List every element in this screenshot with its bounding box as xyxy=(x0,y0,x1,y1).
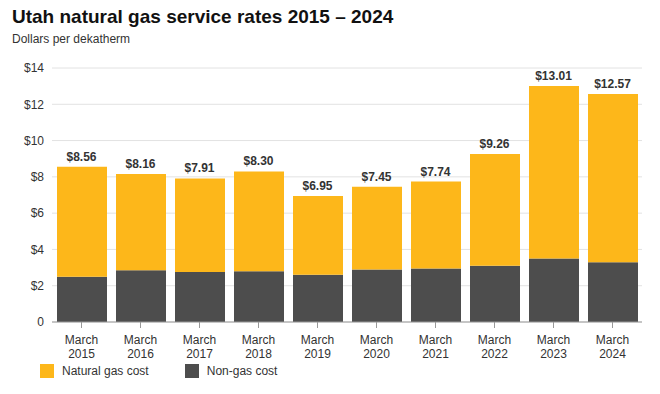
svg-text:$2: $2 xyxy=(31,279,45,293)
svg-text:$7.74: $7.74 xyxy=(420,165,450,179)
svg-text:$6.95: $6.95 xyxy=(302,179,332,193)
svg-text:$7.45: $7.45 xyxy=(361,170,391,184)
svg-text:March2016: March2016 xyxy=(124,333,157,361)
svg-text:$8.16: $8.16 xyxy=(125,157,155,171)
svg-text:$8: $8 xyxy=(31,170,45,184)
svg-text:March2017: March2017 xyxy=(183,333,216,361)
svg-text:$6: $6 xyxy=(31,206,45,220)
html-text:Utah natural gas service rates: Utah natural gas service rates 2015 – 20… xyxy=(12,6,394,27)
svg-text:March2022: March2022 xyxy=(478,333,511,361)
svg-text:$13.01: $13.01 xyxy=(535,69,572,83)
svg-text:March2024: March2024 xyxy=(596,333,629,361)
svg-text:$9.26: $9.26 xyxy=(479,137,509,151)
svg-text:March2019: March2019 xyxy=(301,333,334,361)
svg-text:$8.56: $8.56 xyxy=(66,150,96,164)
svg-text:$7.91: $7.91 xyxy=(184,161,214,175)
svg-text:$4: $4 xyxy=(31,243,45,257)
svg-text:$10: $10 xyxy=(24,134,44,148)
svg-text:March2020: March2020 xyxy=(360,333,393,361)
svg-text:March2021: March2021 xyxy=(419,333,452,361)
svg-text:$14: $14 xyxy=(24,61,44,75)
svg-text:March2023: March2023 xyxy=(537,333,570,361)
svg-text:$12: $12 xyxy=(24,98,44,112)
svg-text:March2018: March2018 xyxy=(242,333,275,361)
svg-text:0: 0 xyxy=(37,315,44,329)
html-text:Non-gas cost: Non-gas cost xyxy=(206,364,278,378)
html-text:Natural gas cost: Natural gas cost xyxy=(62,364,149,378)
html-text:Dollars per dekatherm: Dollars per dekatherm xyxy=(12,32,131,46)
svg-text:$12.57: $12.57 xyxy=(594,77,631,91)
svg-text:March2015: March2015 xyxy=(65,333,98,361)
svg-text:$8.30: $8.30 xyxy=(243,154,273,168)
